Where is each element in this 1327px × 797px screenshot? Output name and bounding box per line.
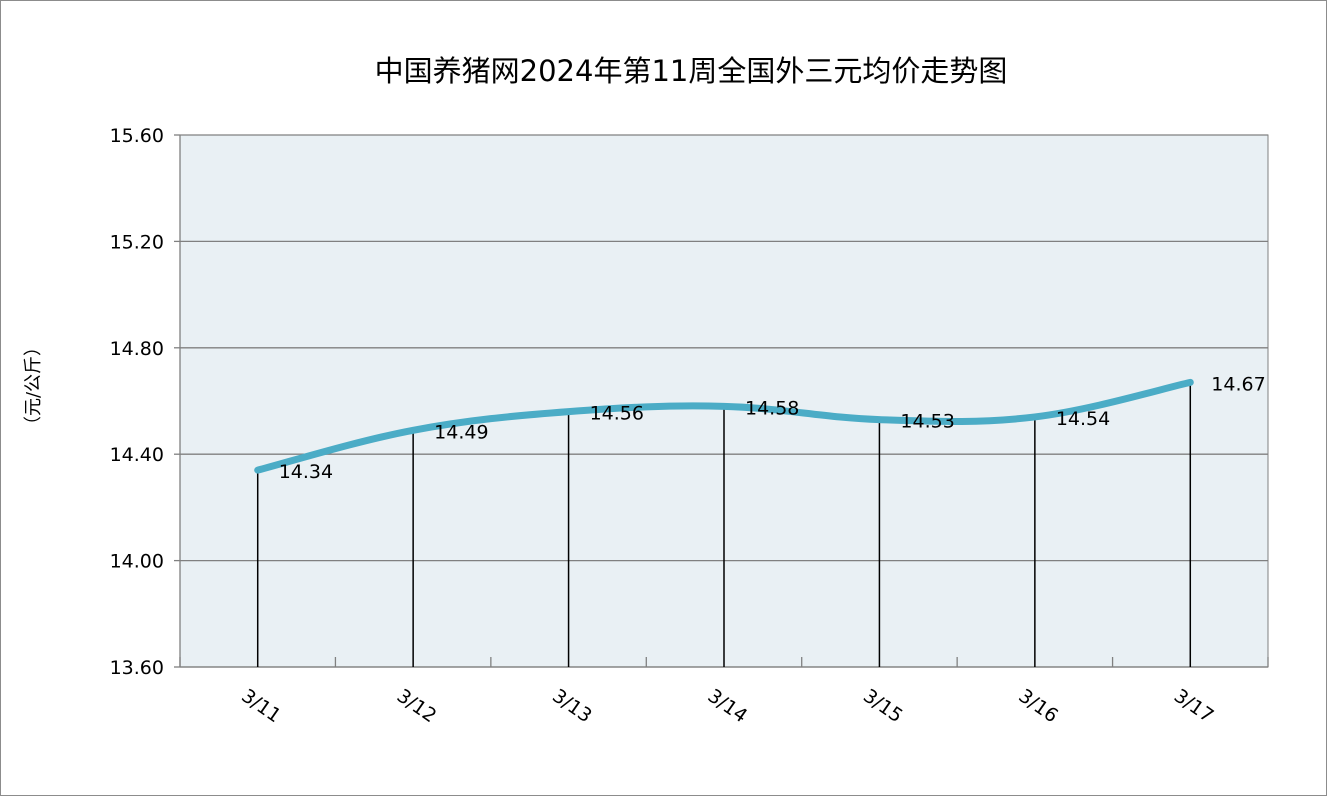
data-label: 14.54 <box>1056 408 1110 430</box>
series-line <box>254 378 1194 474</box>
y-tick-label: 14.00 <box>110 551 164 573</box>
y-tick-label: 15.60 <box>110 125 164 147</box>
data-label: 14.67 <box>1211 373 1265 395</box>
data-label: 14.34 <box>279 461 333 483</box>
y-tick-label: 15.20 <box>110 231 164 253</box>
data-label: 14.53 <box>900 411 954 433</box>
x-tick-label: 3/11 <box>237 685 285 727</box>
data-label: 14.58 <box>745 397 799 419</box>
x-tick-label: 3/17 <box>1170 685 1218 727</box>
data-labels: 14.34 14.49 14.56 14.58 14.53 14.54 14.67 <box>279 373 1266 483</box>
x-tick-label: 3/15 <box>859 685 907 727</box>
x-tick-label: 3/14 <box>704 685 752 727</box>
y-tick-label: 14.80 <box>110 338 164 360</box>
drop-lines <box>256 382 1192 667</box>
x-tick-labels: 3/11 3/12 3/13 3/14 3/15 3/16 3/17 <box>237 685 1217 727</box>
y-axis-label: （元/公斤） <box>23 338 44 434</box>
y-tick-label: 14.40 <box>110 444 164 466</box>
data-label: 14.56 <box>590 403 644 425</box>
chart-title: 中国养猪网2024年第11周全国外三元均价走势图 <box>375 54 1008 88</box>
data-label: 14.49 <box>434 421 488 443</box>
y-tick-labels: 13.60 14.00 14.40 14.80 15.20 15.60 <box>110 125 164 679</box>
grid-lines <box>174 134 1269 668</box>
y-tick-label: 13.60 <box>110 657 164 679</box>
x-tick-label: 3/13 <box>548 685 596 727</box>
x-tick-label: 3/16 <box>1015 685 1063 727</box>
x-tick-label: 3/12 <box>393 685 441 727</box>
price-series <box>254 378 1194 474</box>
